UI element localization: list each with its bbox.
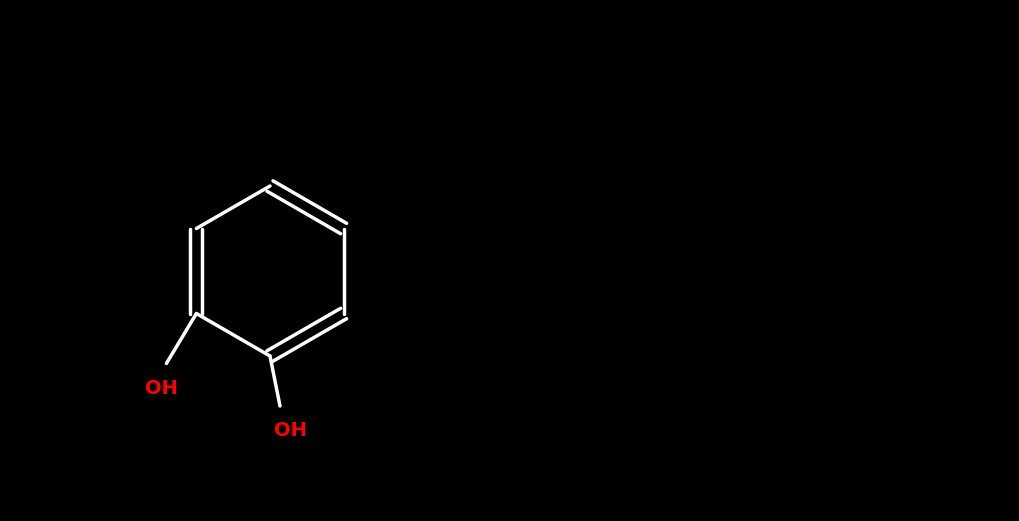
Text: OH: OH [273, 421, 307, 440]
Text: OH: OH [145, 378, 178, 398]
